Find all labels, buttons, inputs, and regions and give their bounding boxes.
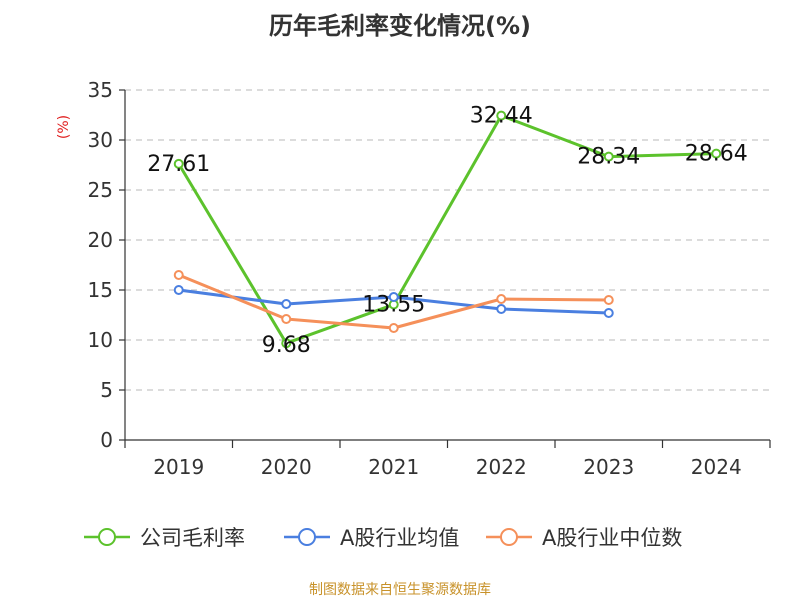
data-point	[173, 285, 184, 295]
legend-marker	[298, 528, 316, 546]
x-tick-label: 2024	[691, 455, 742, 479]
legend-label: A股行业均值	[340, 526, 459, 550]
data-point	[281, 299, 292, 309]
y-tick-label: 0	[100, 428, 113, 452]
data-point	[173, 270, 184, 280]
y-tick-label: 35	[88, 78, 113, 102]
y-tick-label: 15	[88, 278, 113, 302]
legend-label: 公司毛利率	[140, 526, 245, 550]
legend-marker	[500, 528, 518, 546]
data-label: 28.34	[577, 145, 640, 170]
y-axis-label: (%)	[56, 115, 72, 139]
data-point	[603, 308, 614, 318]
data-label: 27.61	[147, 152, 210, 177]
data-point	[496, 294, 507, 304]
x-tick-label: 2023	[583, 455, 634, 479]
data-point	[496, 304, 507, 314]
data-point	[603, 295, 614, 305]
legend-marker	[98, 528, 116, 546]
chart-title: 历年毛利率变化情况(%)	[269, 12, 531, 40]
series-2	[173, 285, 614, 318]
y-tick-label: 5	[100, 378, 113, 402]
axes: 0 5 10 15 20 25 30 35 2019 2020 2021 2022 2023 2024	[88, 78, 771, 479]
gridlines	[125, 89, 770, 391]
data-label: 13.55	[362, 293, 425, 318]
data-point	[388, 292, 399, 302]
y-tick-label: 30	[88, 128, 113, 152]
source-note: 制图数据来自恒生聚源数据库	[309, 582, 491, 598]
data-label: 32.44	[470, 104, 533, 129]
series-line	[177, 114, 718, 345]
data-point	[173, 158, 184, 169]
x-tick-label: 2020	[261, 455, 312, 479]
legend-item: A股行业中位数	[486, 526, 682, 550]
x-tick-label: 2021	[368, 455, 419, 479]
series-lines	[173, 110, 722, 349]
series-3	[173, 270, 614, 333]
data-labels: 27.61 9.68 13.55 32.44 28.34 28.64	[147, 104, 747, 359]
x-tick-label: 2019	[153, 455, 204, 479]
data-point	[388, 323, 399, 333]
legend-item: 公司毛利率	[84, 526, 245, 550]
data-point	[281, 338, 292, 349]
legend-item: A股行业均值	[284, 526, 459, 550]
data-label: 28.64	[685, 142, 748, 167]
data-point	[711, 148, 722, 159]
data-point	[603, 151, 614, 162]
data-point	[496, 110, 507, 121]
legend: 公司毛利率 A股行业均值 A股行业中位数	[84, 526, 682, 550]
x-tick-label: 2022	[476, 455, 527, 479]
data-point	[281, 314, 292, 324]
y-tick-label: 10	[88, 328, 113, 352]
y-tick-label: 25	[88, 178, 113, 202]
data-label: 9.68	[262, 333, 311, 358]
y-tick-label: 20	[88, 228, 113, 252]
legend-label: A股行业中位数	[542, 526, 682, 550]
